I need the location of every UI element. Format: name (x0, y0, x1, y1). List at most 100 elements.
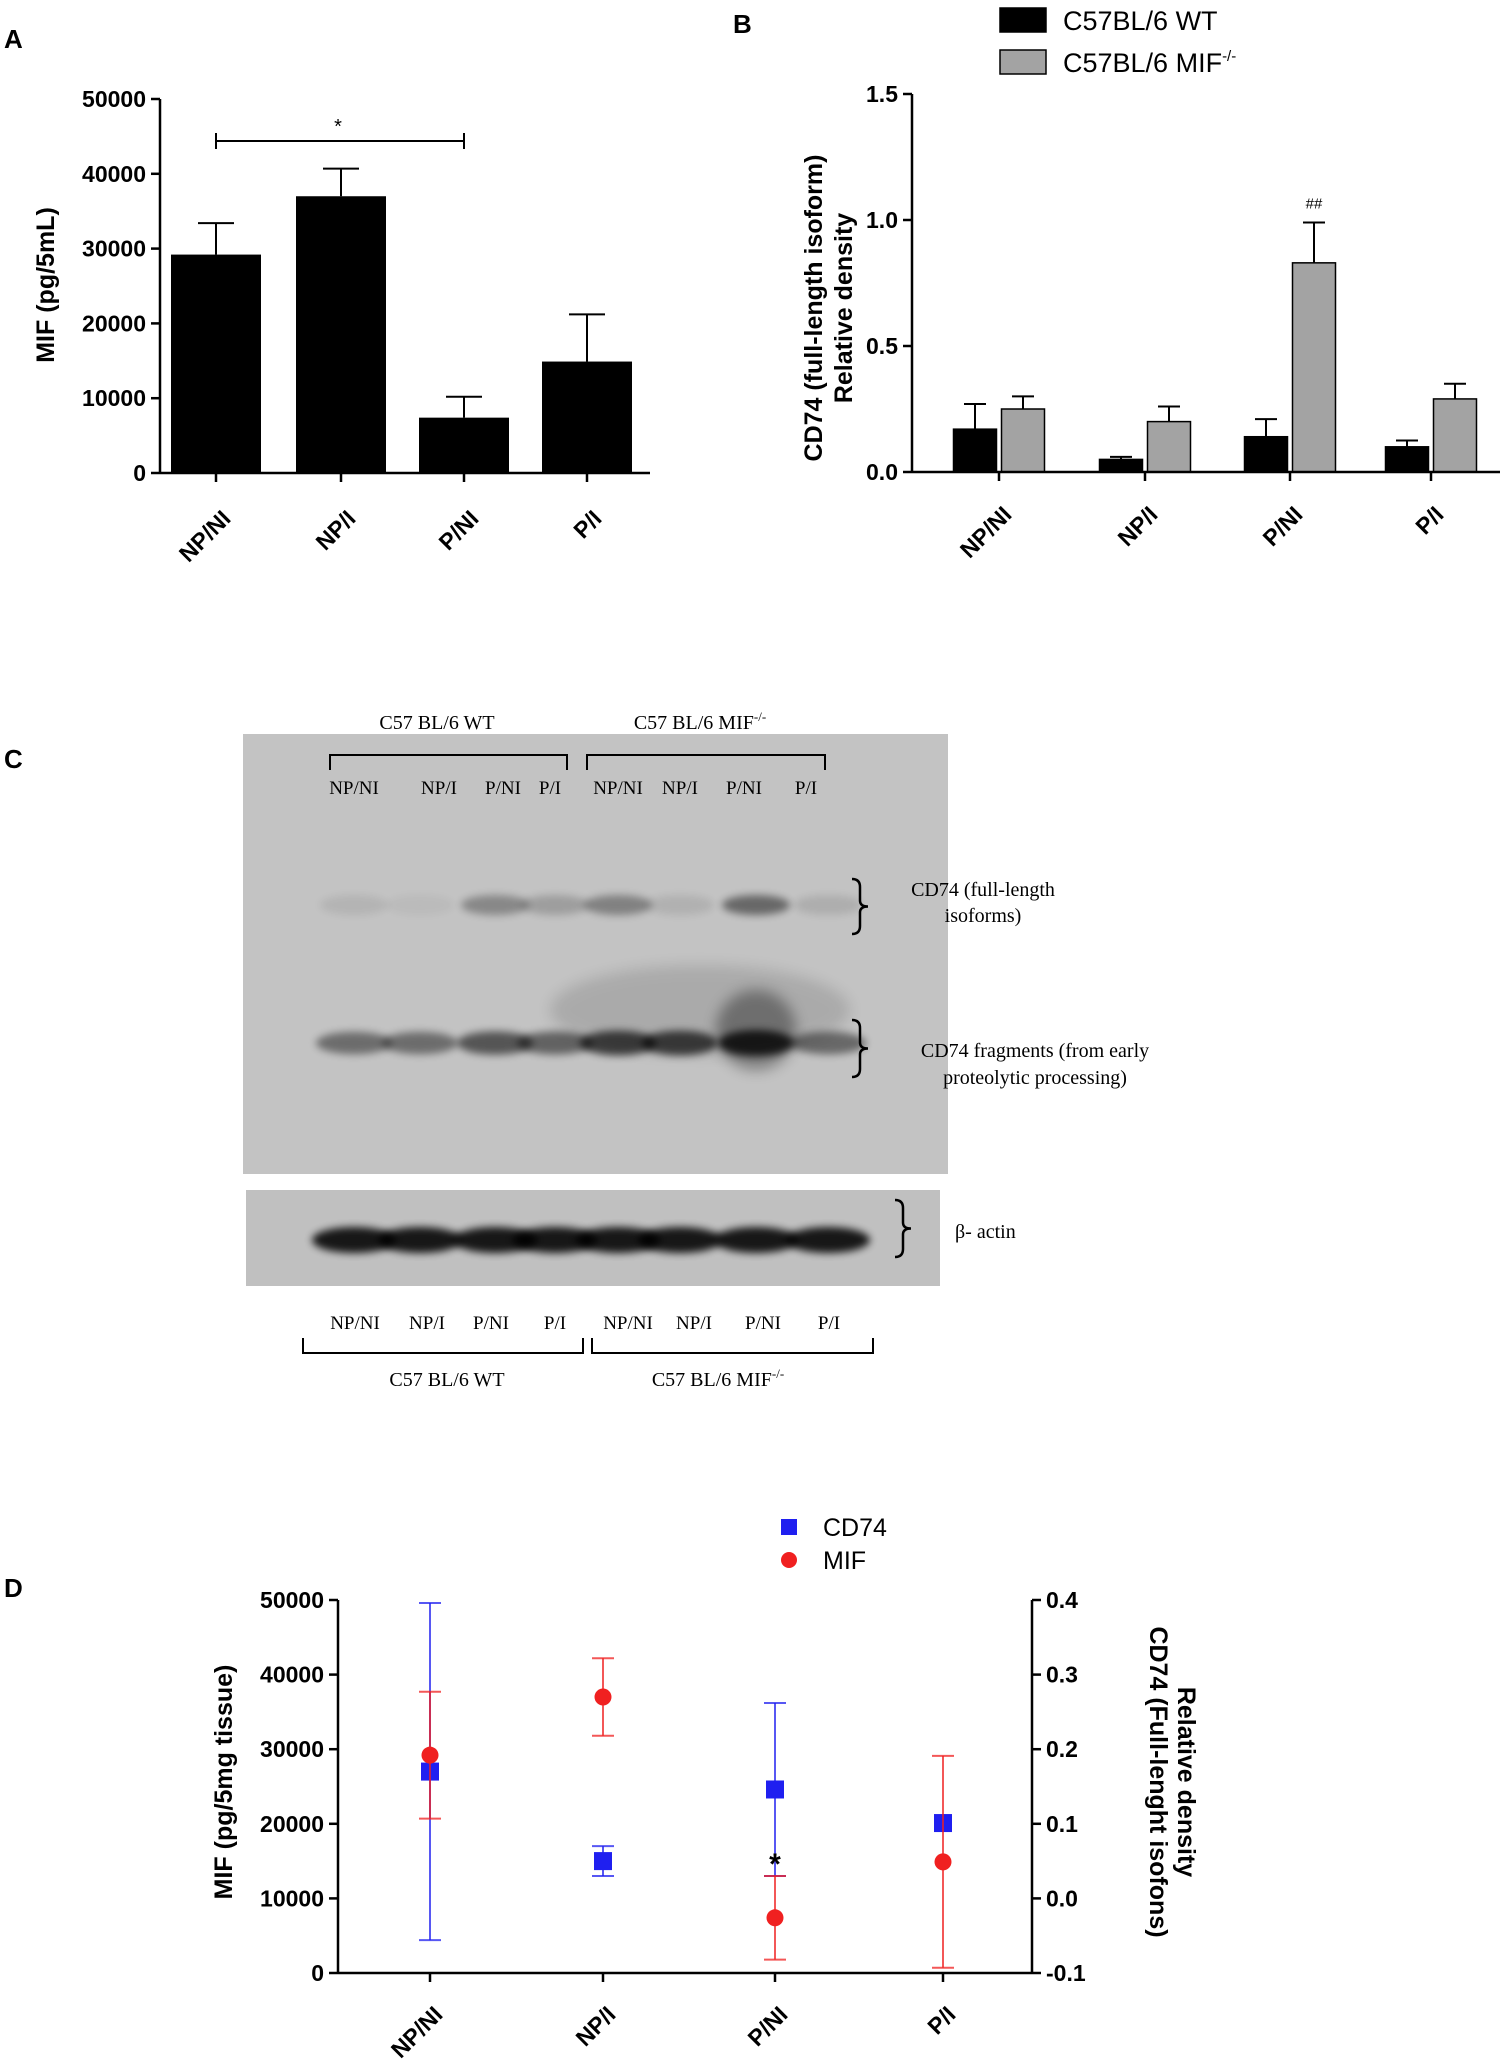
band-label-beta-actin: β- actin (955, 1221, 1016, 1243)
lane-label-top-4: P/I (539, 778, 561, 799)
band-full-length-lane-7 (722, 895, 790, 915)
legend-sup-c57bl-6-mif: -/- (1222, 48, 1236, 65)
blot-lane-labels-bottom: NP/NI NP/I P/NI P/I NP/NI NP/I P/NI P/I (330, 1313, 840, 1334)
x-tick-label-np-ni: NP/NI (386, 2001, 448, 2059)
bar-p-ni (419, 417, 509, 473)
blot-top-group-wt: C57 BL/6 WT (379, 712, 494, 734)
band-label-fragments-line1: CD74 fragments (from early (921, 1040, 1149, 1062)
lane-label-top-1: NP/NI (329, 778, 379, 799)
panel-b-y-axis-label-line2: Relative density (830, 213, 858, 403)
bar-c57bl-6-wt-np-i (1098, 458, 1144, 473)
point-mif-np-i (594, 1688, 612, 1706)
y-tick-label-40000: 40000 (82, 161, 146, 187)
y-tick-label-50000: 50000 (82, 86, 146, 112)
right-y-tick-label-0-3: 0.3 (1046, 1662, 1078, 1688)
right-y-tick-label-0-1: 0.1 (1046, 1811, 1078, 1837)
blot-top-group-ko: C57 BL/6 MIF-/- (634, 709, 766, 734)
legend-swatch-c57bl-6-mif (999, 49, 1047, 75)
bar-c57bl-6-wt-p-ni (1243, 435, 1289, 473)
legend-label-mif: MIF (823, 1547, 866, 1575)
blot-top-group-ko-text: C57 BL/6 MIF (634, 712, 754, 734)
x-tick-label-np-i: NP/I (311, 505, 361, 555)
x-tick-label-p-i: P/I (1410, 501, 1448, 539)
bar-np-i (296, 196, 386, 474)
y-tick-label-1.0: 1.0 (866, 207, 898, 233)
blot-background-smear (550, 965, 850, 1055)
band-full-length-lane-8 (794, 895, 862, 915)
lane-label-bottom-3: P/NI (473, 1313, 509, 1334)
band-actin-lane-8 (786, 1227, 870, 1253)
left-y-tick-label-30000: 30000 (260, 1736, 324, 1762)
band-full-length-lane-6 (646, 895, 714, 915)
blot-hotspot-smear (716, 990, 796, 1070)
legend-label-c57bl-6-wt: C57BL/6 WT (1063, 6, 1218, 36)
band-full-length-lane-4 (521, 895, 589, 915)
band-full-length-lane-5 (584, 895, 652, 915)
lane-label-bottom-1: NP/NI (330, 1313, 380, 1334)
lane-label-bottom-6: NP/I (676, 1313, 712, 1334)
band-label-full-length-line2: isoforms) (945, 905, 1022, 927)
bar-c57bl-6-mif-np-ni (1000, 408, 1046, 473)
annotation-star: * (769, 1848, 781, 1881)
blot-bottom-group-ko-text: C57 BL/6 MIF (652, 1369, 772, 1391)
y-tick-label-0.5: 0.5 (866, 333, 898, 359)
point-mif-np-ni (421, 1746, 439, 1764)
bracket-bottom-wt (302, 1338, 584, 1354)
x-tick-label-np-i: NP/I (571, 2001, 621, 2051)
lane-label-top-5: NP/NI (593, 778, 643, 799)
legend-marker-cd74 (781, 1519, 797, 1535)
band-fragment-lane-3 (457, 1031, 533, 1055)
legend-marker-mif (781, 1552, 797, 1568)
band-full-length-lane-2 (386, 895, 454, 915)
panel-d-left-y-axis-label: MIF (pg/5mg tissue) (210, 1665, 238, 1900)
blot-top-group-ko-sup: -/- (754, 709, 766, 724)
panel-label-d: D (4, 1573, 23, 1603)
panel-a-bar-chart: NP/NI NP/I P/NI P/I 0 10000 20000 30000 40000 500… (32, 86, 650, 567)
band-label-fragments-line2: proteolytic processing) (943, 1067, 1127, 1089)
x-tick-label-np-ni: NP/NI (955, 501, 1017, 563)
right-y-tick-label-0-4: 0.4 (1046, 1587, 1078, 1613)
band-actin-lane-7 (714, 1227, 798, 1253)
band-fragment-lane-4 (517, 1031, 593, 1055)
blot-bottom-brackets (302, 1338, 874, 1354)
panel-d-right-y-axis-label-line2: Relative density (1172, 1687, 1200, 1877)
bar-c57bl-6-wt-np-ni (952, 428, 998, 473)
lane-label-bottom-5: NP/NI (603, 1313, 653, 1334)
bar-c57bl-6-mif-p-ni (1291, 262, 1337, 473)
panel-b-y-axis-label-line1: CD74 (full-length isoform) (800, 155, 828, 462)
right-y-tick-label-0-2: 0.2 (1046, 1736, 1078, 1762)
x-tick-label-p-ni: P/NI (434, 505, 484, 555)
panel-label-c: C (4, 744, 23, 774)
x-tick-label-p-ni: P/NI (1258, 501, 1308, 551)
legend-label-c57bl-6-mif: C57BL/6 MIF-/- (1063, 48, 1236, 78)
lane-label-top-7: P/NI (726, 778, 762, 799)
panel-d-scatter-chart: CD74 MIF 0 10000 20000 30000 40000 50000 -0.1 0.… (210, 1514, 1200, 2059)
band-full-length-lane-3 (461, 895, 529, 915)
annotation-hash: ## (1306, 196, 1323, 213)
panel-label-a: A (4, 24, 23, 54)
bracket-actin (894, 1198, 912, 1259)
blot-top-brackets (329, 754, 826, 770)
blot-lane-labels-top: NP/NI NP/I P/NI P/I NP/NI NP/I P/NI P/I (329, 778, 817, 799)
legend-text-c57bl-6-wt: C57BL/6 WT (1063, 6, 1218, 36)
lane-label-bottom-8: P/I (818, 1313, 840, 1334)
bracket-top-wt (329, 754, 568, 770)
lane-label-bottom-2: NP/I (409, 1313, 445, 1334)
point-cd74-p-ni (766, 1780, 784, 1799)
bracket-full-length (851, 877, 869, 936)
bracket-fragments (851, 1018, 869, 1079)
band-actin-lane-3 (453, 1227, 537, 1253)
point-mif-p-i (934, 1853, 952, 1871)
bar-c57bl-6-mif-p-i (1432, 398, 1478, 473)
panel-a-y-axis-label: MIF (pg/5mL) (32, 207, 60, 363)
blot-bands (312, 895, 870, 1253)
blot-bottom-group-ko: C57 BL/6 MIF-/- (652, 1366, 784, 1391)
right-y-tick-label-0-1: -0.1 (1046, 1960, 1086, 1986)
bar-c57bl-6-wt-p-i (1384, 446, 1430, 473)
blot-membrane (243, 734, 948, 1174)
band-actin-lane-2 (378, 1227, 462, 1253)
lane-label-top-6: NP/I (662, 778, 698, 799)
x-tick-label-p-i: P/I (568, 505, 606, 543)
x-tick-label-np-i: NP/I (1113, 501, 1163, 551)
